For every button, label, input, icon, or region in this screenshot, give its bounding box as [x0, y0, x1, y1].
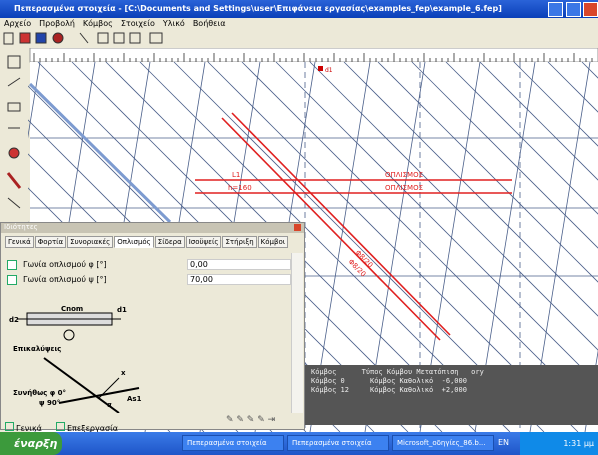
title-bar: Πεπερασμένα στοιχεία - [C:\Documents and…	[0, 0, 598, 18]
canvas-label: ΟΠΛΙΣΜΟΣ	[385, 171, 423, 179]
tab[interactable]: Συνοριακές	[67, 236, 114, 248]
figure-label: α	[107, 401, 112, 409]
tab[interactable]: Σίδερα	[154, 236, 185, 248]
tab[interactable]: Οπλισμός	[114, 236, 154, 248]
scrollbar[interactable]	[291, 253, 303, 413]
tab[interactable]: Κόμβοι	[257, 236, 289, 248]
figure-label: Επικαλύψεις	[13, 345, 61, 353]
property-row: Γωνία οπλισμού ψ [°] 70,00	[1, 274, 291, 287]
status-panel: Κόμβος Τύπος Κόμβου Μετατόπιση ory Κόμβος…	[305, 365, 598, 425]
property-value[interactable]: 0,00	[187, 259, 291, 270]
tab-strip: Γενικά Φορτία Συνοριακές Οπλισμός Σίδερα Ισοϋ…	[1, 233, 304, 248]
canvas-label: L1	[232, 171, 240, 179]
checkbox-label: Γενικά	[16, 424, 42, 433]
menu-item[interactable]: Κόμβος	[82, 19, 113, 28]
status-line: Κόμβος 0 Κόμβος Καθολικό -6,000	[311, 377, 467, 385]
mesh-line	[479, 61, 598, 181]
reinforcement-figure: Cnom d1 d2 Επικαλύψεις Συνήθως φ 0° ψ 90…	[9, 305, 142, 413]
status-line: Κόμβος 12 Κόμβος Καθολικό +2,000	[311, 386, 467, 394]
mesh-line	[377, 61, 598, 283]
properties-panel: Ιδιότητες Γενικά Φορτία Συνοριακές Οπλισμός…	[0, 222, 305, 433]
menu-item[interactable]: Αρχείο	[4, 19, 32, 28]
panel-close[interactable]	[294, 224, 301, 231]
checkbox-label: Επεξεργασία	[66, 424, 119, 433]
figure-label: As1	[127, 395, 142, 403]
mesh-line	[309, 61, 598, 351]
mesh-line	[343, 61, 598, 317]
figure-label: ψ 90°	[39, 399, 60, 407]
tab[interactable]: Ισοϋψείς	[185, 236, 222, 248]
toolbar	[0, 29, 598, 49]
checkbox[interactable]	[55, 422, 65, 431]
checkbox[interactable]	[5, 422, 14, 431]
menu-bar: Αρχείο Προβολή Κόμβος Στοιχείο Υλικό Βοήθεια	[0, 18, 598, 29]
panel-title: Ιδιότητες	[1, 223, 304, 233]
property-rows: Γωνία οπλισμού φ [°] 0,00 Γωνία οπλισμού ψ…	[1, 259, 291, 289]
start-button[interactable]: έναρξη	[0, 432, 62, 455]
task-item[interactable]: Πεπερασμένα στοιχεία	[182, 435, 284, 451]
property-label: Γωνία οπλισμού ψ [°]	[23, 275, 107, 284]
menu-item[interactable]: Υλικό	[162, 19, 185, 28]
figure-label: d1	[117, 306, 127, 314]
language: EN	[498, 438, 510, 447]
tab[interactable]: Στήριξη	[222, 236, 257, 248]
canvas-label: h=160	[228, 184, 252, 192]
panel-tools[interactable]: ✎ ✎ ✎ ✎ ⇥	[226, 415, 276, 425]
figure-label: x	[121, 369, 126, 377]
figure-label: d2	[9, 316, 19, 324]
property-value[interactable]: 70,00	[187, 274, 291, 285]
menu-item[interactable]: Βοήθεια	[192, 19, 226, 28]
tab[interactable]: Φορτία	[34, 236, 67, 248]
marker-label: d1	[325, 67, 333, 74]
panel-checkboxes: Γενικά Επεξεργασία	[5, 422, 132, 433]
menu-item[interactable]: Στοιχείο	[120, 19, 155, 28]
task-item[interactable]: Microsoft_οδηγίες_86.b...	[392, 435, 494, 451]
left-tools[interactable]	[6, 55, 22, 209]
tab[interactable]: Γενικά	[5, 236, 34, 248]
canvas-label: ΟΠΛΙΣΜΟΣ	[385, 184, 423, 192]
property-label: Γωνία οπλισμού φ [°]	[23, 260, 107, 269]
toolbar-icons[interactable]	[0, 29, 200, 48]
clock: 1:31 μμ	[520, 432, 598, 455]
mesh-line	[513, 61, 598, 147]
status-line: Κόμβος Τύπος Κόμβου Μετατόπιση ory	[311, 368, 484, 376]
window-buttons[interactable]	[548, 2, 598, 19]
property-row: Γωνία οπλισμού φ [°] 0,00	[1, 259, 291, 272]
checkbox[interactable]	[7, 275, 17, 285]
checkbox[interactable]	[7, 260, 17, 270]
menu-item[interactable]: Προβολή	[39, 19, 75, 28]
mesh-line	[445, 61, 598, 215]
figure-label: Cnom	[61, 305, 83, 313]
task-item[interactable]: Πεπερασμένα στοιχεία	[287, 435, 389, 451]
taskbar: έναρξη Πεπερασμένα στοιχεία Πεπερασμένα σ…	[0, 432, 598, 455]
figure-label: Συνήθως φ 0°	[13, 389, 66, 397]
mesh-line	[411, 61, 598, 249]
